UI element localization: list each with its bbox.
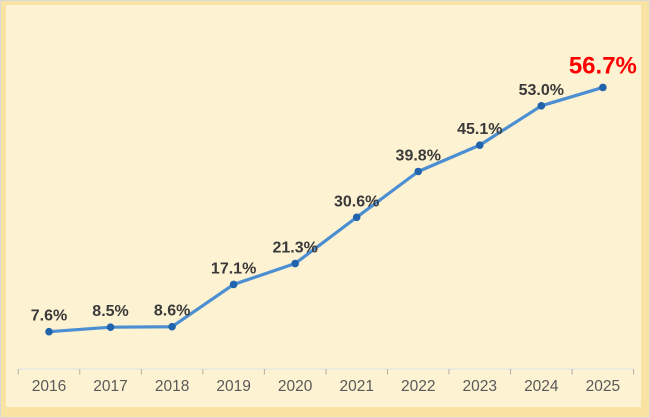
trend-line	[47, 85, 605, 334]
data-point-2019	[229, 280, 238, 289]
data-point-2020	[291, 259, 299, 268]
data-point-2024	[537, 102, 546, 110]
data-point-2022	[414, 167, 423, 176]
data-point-2021	[352, 213, 361, 222]
data-point-2018	[168, 322, 176, 331]
x-tick-label-2018: 2018	[155, 378, 189, 395]
data-label-2018: 8.6%	[154, 303, 190, 320]
x-tick-label-2019: 2019	[216, 378, 250, 395]
x-tick-label-2020: 2020	[278, 378, 313, 395]
x-tick-label-2022: 2022	[401, 378, 435, 395]
data-label-2016: 7.6%	[31, 308, 67, 325]
data-point-2025	[599, 83, 607, 92]
data-label-2017: 8.5%	[92, 303, 128, 320]
x-tick-label-2017: 2017	[93, 378, 127, 395]
data-label-2019: 17.1%	[211, 260, 256, 277]
highlight-data-label-2025: 56.7%	[569, 52, 637, 79]
x-tick-label-2024: 2024	[524, 378, 559, 395]
x-tick-label-2021: 2021	[339, 378, 373, 395]
data-point-2023	[475, 141, 484, 149]
x-tick-label-2023: 2023	[463, 378, 497, 395]
data-label-2020: 21.3%	[272, 240, 317, 257]
data-label-2024: 53.0%	[519, 82, 564, 99]
x-tick-label-2016: 2016	[32, 378, 66, 395]
plot-area	[6, 5, 641, 407]
data-point-2016	[45, 327, 53, 336]
data-point-2017	[106, 323, 115, 332]
data-label-2021: 30.6%	[334, 193, 379, 210]
data-label-2022: 39.8%	[396, 147, 441, 164]
x-tick-label-2025: 2025	[586, 378, 620, 395]
data-label-2023: 45.1%	[457, 121, 502, 138]
